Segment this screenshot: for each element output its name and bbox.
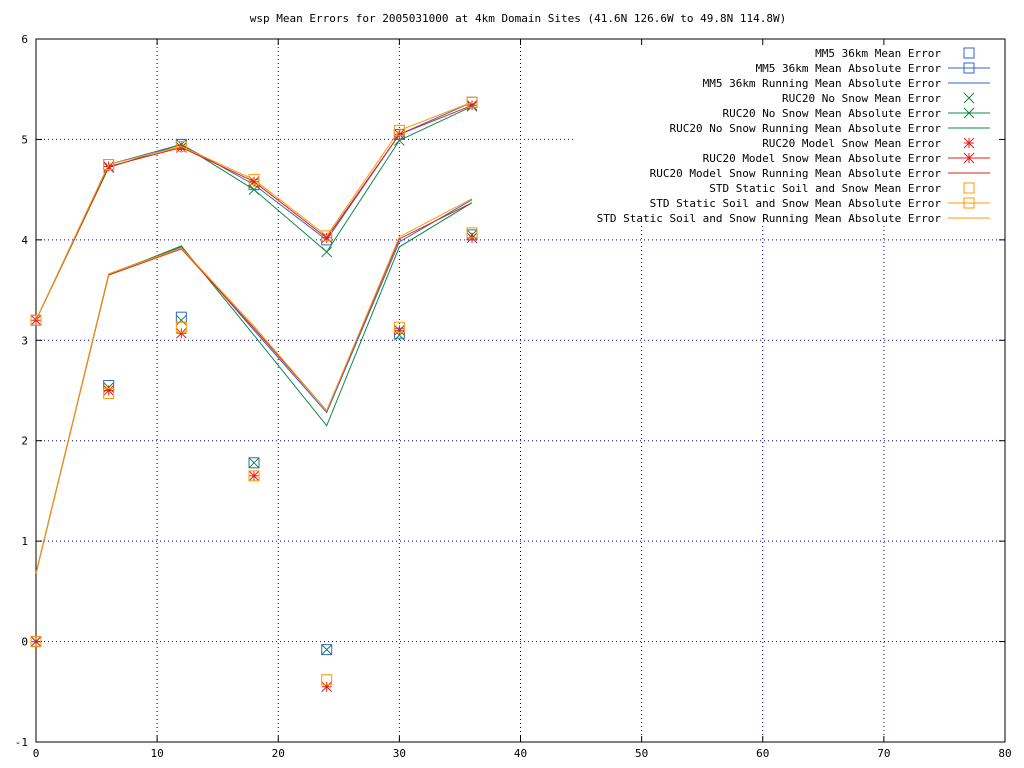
legend-item: RUC20 Model Snow Running Mean Absolute E… — [650, 167, 990, 180]
x-tick-label: 0 — [33, 747, 40, 760]
marker-square — [175, 140, 187, 152]
series-11 — [35, 198, 473, 574]
series-6 — [30, 232, 478, 693]
marker-star — [321, 232, 333, 244]
x-tick-label: 20 — [272, 747, 285, 760]
legend-item: RUC20 Model Snow Mean Error — [762, 137, 975, 150]
marker-x — [963, 107, 975, 119]
legend-label: STD Static Soil and Snow Mean Absolute E… — [650, 197, 942, 210]
legend-item: RUC20 Model Snow Mean Absolute Error — [703, 152, 990, 165]
x-tick-label: 30 — [393, 747, 406, 760]
series-group — [30, 96, 478, 693]
marker-square — [30, 314, 42, 326]
y-tick-label: 0 — [21, 636, 28, 649]
marker-square — [321, 644, 333, 656]
marker-square — [963, 182, 975, 194]
marker-star — [248, 470, 260, 482]
x-tick-label: 10 — [151, 747, 164, 760]
marker-star — [394, 324, 405, 336]
legend-item: RUC20 No Snow Running Mean Absolute Erro… — [669, 122, 990, 135]
marker-star — [963, 137, 975, 149]
legend-label: RUC20 Model Snow Mean Error — [762, 137, 941, 150]
legend: MM5 36km Mean Error MM5 36km Mean Absolut… — [597, 47, 990, 225]
marker-x — [963, 92, 975, 104]
marker-square — [248, 457, 260, 469]
legend-item: MM5 36km Mean Error — [815, 47, 975, 60]
y-tick-label: 3 — [21, 334, 28, 347]
marker-star — [175, 142, 187, 153]
marker-square — [248, 174, 260, 186]
marker-x — [321, 246, 333, 258]
x-tick-label: 50 — [635, 747, 648, 760]
marker-square — [963, 197, 975, 209]
series-line — [35, 101, 473, 321]
legend-item: MM5 36km Mean Absolute Error — [756, 62, 990, 75]
marker-star — [963, 152, 975, 164]
marker-square — [103, 159, 115, 171]
y-tick-label: 1 — [21, 535, 28, 548]
marker-square — [466, 227, 478, 239]
marker-square — [103, 388, 115, 400]
marker-star — [394, 129, 405, 140]
marker-square — [466, 96, 478, 108]
y-tick-label: 6 — [21, 33, 28, 46]
marker-star — [321, 681, 333, 693]
axis-ticks: 0 10 20 30 40 50 60 70 80 -1 0 1 2 3 4 5 6 — [15, 33, 1012, 760]
marker-star — [103, 161, 115, 172]
marker-x — [175, 314, 187, 326]
legend-item: MM5 36km Running Mean Absolute Error — [703, 77, 990, 90]
x-tick-label: 80 — [998, 747, 1011, 760]
series-10 — [30, 96, 478, 326]
marker-square — [963, 47, 975, 59]
marker-star — [30, 636, 42, 647]
legend-item: STD Static Soil and Snow Mean Error — [709, 182, 975, 195]
legend-label: MM5 36km Running Mean Absolute Error — [703, 77, 942, 90]
marker-star — [103, 385, 115, 396]
legend-item: RUC20 No Snow Mean Absolute Error — [722, 107, 990, 120]
legend-label: RUC20 No Snow Mean Absolute Error — [722, 107, 941, 120]
y-tick-label: 2 — [21, 435, 28, 448]
legend-label: RUC20 Model Snow Running Mean Absolute E… — [650, 167, 942, 180]
marker-x — [248, 184, 260, 195]
marker-square — [963, 62, 975, 74]
x-tick-label: 60 — [756, 747, 769, 760]
legend-label: MM5 36km Mean Error — [815, 47, 941, 60]
series-9 — [30, 227, 478, 686]
marker-square — [175, 321, 187, 333]
marker-square — [393, 321, 405, 333]
marker-square — [393, 124, 405, 136]
y-tick-label: -1 — [15, 736, 28, 749]
marker-x — [321, 644, 333, 655]
legend-label: RUC20 No Snow Mean Error — [782, 92, 941, 105]
chart-title: wsp Mean Errors for 2005031000 at 4km Do… — [250, 12, 786, 25]
y-tick-label: 4 — [21, 234, 28, 247]
legend-label: RUC20 No Snow Running Mean Absolute Erro… — [669, 122, 941, 135]
y-tick-label: 5 — [21, 133, 28, 146]
marker-square — [248, 470, 260, 482]
marker-x — [248, 457, 260, 469]
x-tick-label: 40 — [514, 747, 527, 760]
grid — [36, 39, 1005, 742]
marker-star — [466, 99, 478, 111]
legend-label: STD Static Soil and Snow Mean Error — [709, 182, 941, 195]
marker-square — [321, 674, 333, 686]
x-tick-label: 70 — [877, 747, 890, 760]
marker-square — [30, 636, 42, 648]
legend-label: MM5 36km Mean Absolute Error — [756, 62, 942, 75]
legend-item: STD Static Soil and Snow Mean Absolute E… — [650, 197, 990, 210]
marker-star — [248, 176, 260, 187]
marker-star — [175, 327, 187, 339]
legend-item: STD Static Soil and Snow Running Mean Ab… — [597, 212, 990, 225]
legend-label: STD Static Soil and Snow Running Mean Ab… — [597, 212, 942, 225]
marker-square — [321, 230, 333, 242]
legend-item: RUC20 No Snow Mean Error — [782, 92, 975, 105]
series-line — [35, 198, 473, 574]
legend-label: RUC20 Model Snow Mean Absolute Error — [703, 152, 942, 165]
